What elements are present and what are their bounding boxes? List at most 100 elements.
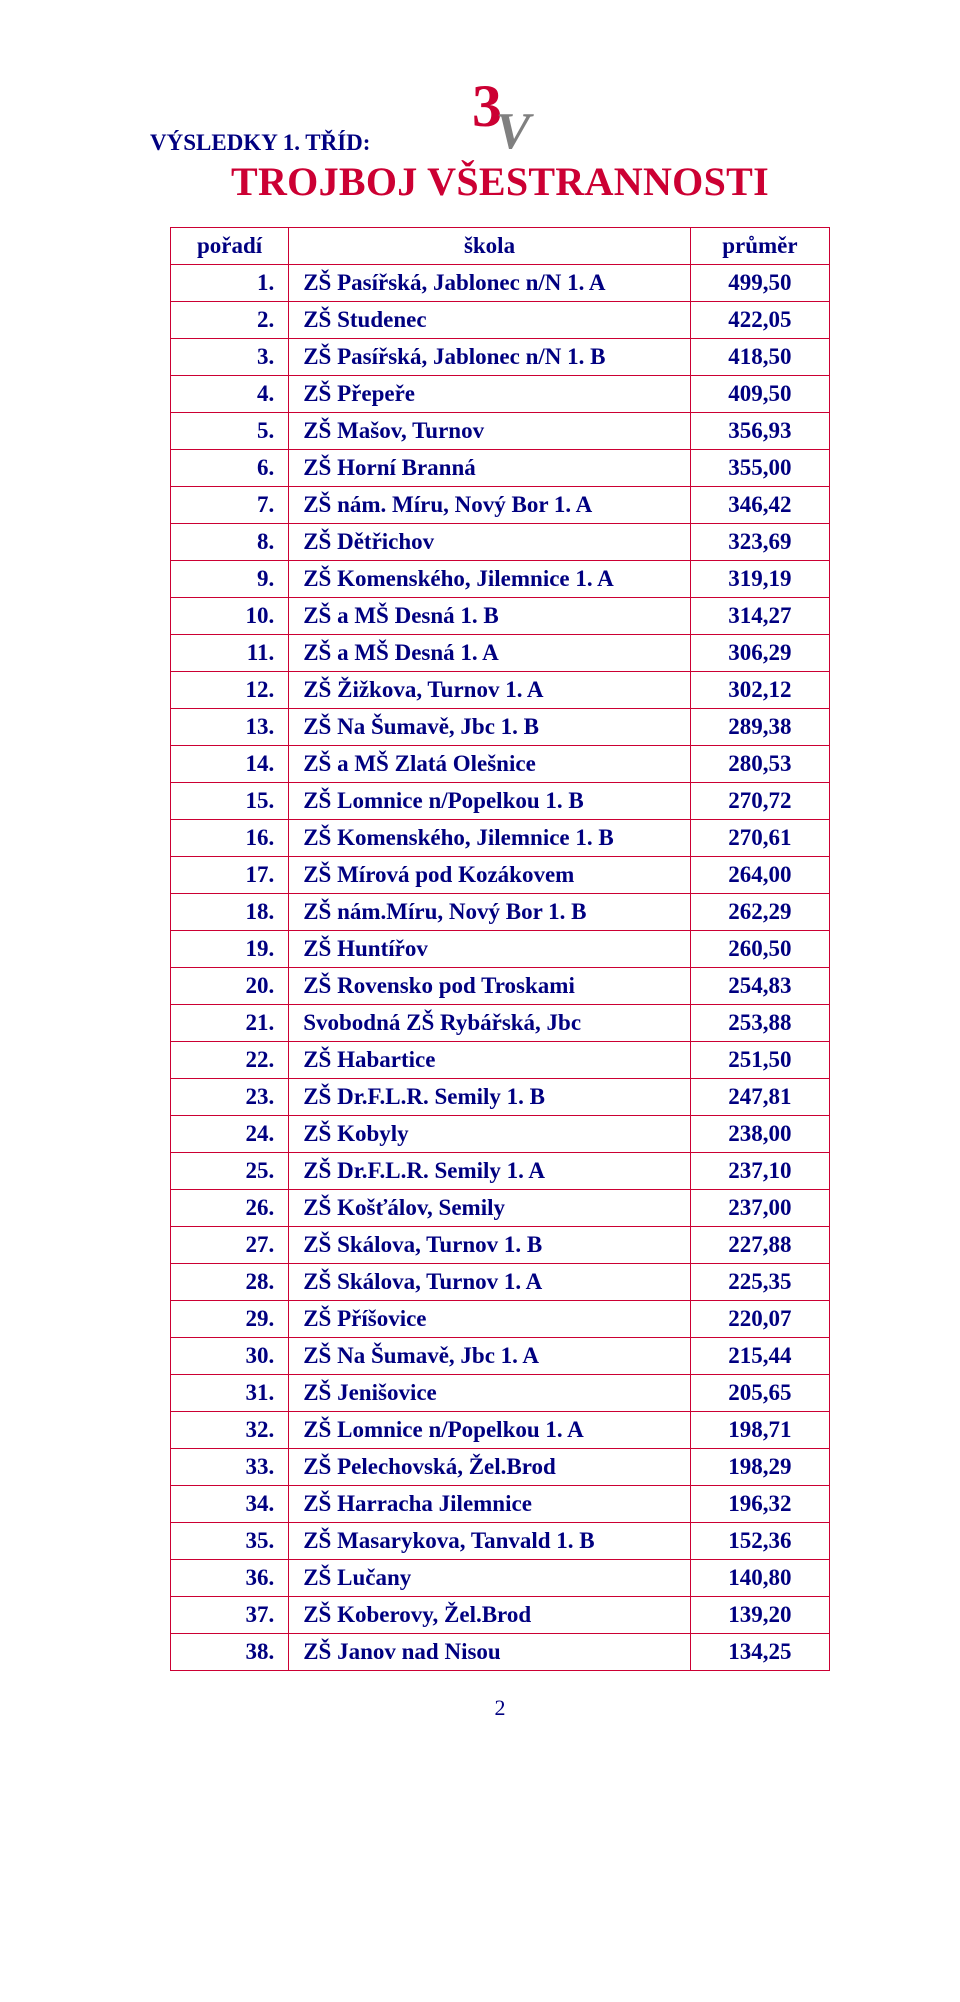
cell-rank: 15. [171, 783, 289, 820]
cell-avg: 499,50 [690, 265, 829, 302]
table-row: 16.ZŠ Komenského, Jilemnice 1. B270,61 [171, 820, 830, 857]
page-number: 2 [150, 1695, 850, 1721]
cell-rank: 38. [171, 1634, 289, 1671]
table-row: 12.ZŠ Žižkova, Turnov 1. A302,12 [171, 672, 830, 709]
cell-rank: 33. [171, 1449, 289, 1486]
cell-school: ZŠ Dr.F.L.R. Semily 1. B [289, 1079, 691, 1116]
cell-rank: 37. [171, 1597, 289, 1634]
table-row: 4.ZŠ Přepeře409,50 [171, 376, 830, 413]
cell-school: ZŠ Mašov, Turnov [289, 413, 691, 450]
cell-rank: 9. [171, 561, 289, 598]
cell-avg: 319,19 [690, 561, 829, 598]
cell-rank: 24. [171, 1116, 289, 1153]
col-header-avg: průměr [690, 228, 829, 265]
table-row: 10.ZŠ a MŠ Desná 1. B314,27 [171, 598, 830, 635]
cell-rank: 12. [171, 672, 289, 709]
table-row: 35.ZŠ Masarykova, Tanvald 1. B152,36 [171, 1523, 830, 1560]
cell-rank: 13. [171, 709, 289, 746]
cell-avg: 140,80 [690, 1560, 829, 1597]
cell-avg: 409,50 [690, 376, 829, 413]
cell-rank: 28. [171, 1264, 289, 1301]
cell-avg: 227,88 [690, 1227, 829, 1264]
table-row: 1.ZŠ Pasířská, Jablonec n/N 1. A499,50 [171, 265, 830, 302]
cell-school: ZŠ Lomnice n/Popelkou 1. A [289, 1412, 691, 1449]
cell-avg: 198,71 [690, 1412, 829, 1449]
cell-school: ZŠ nám.Míru, Nový Bor 1. B [289, 894, 691, 931]
cell-rank: 23. [171, 1079, 289, 1116]
cell-avg: 134,25 [690, 1634, 829, 1671]
table-row: 25.ZŠ Dr.F.L.R. Semily 1. A237,10 [171, 1153, 830, 1190]
cell-rank: 11. [171, 635, 289, 672]
cell-avg: 356,93 [690, 413, 829, 450]
cell-avg: 355,00 [690, 450, 829, 487]
cell-school: ZŠ Komenského, Jilemnice 1. B [289, 820, 691, 857]
cell-rank: 31. [171, 1375, 289, 1412]
cell-rank: 32. [171, 1412, 289, 1449]
cell-rank: 4. [171, 376, 289, 413]
col-header-rank: pořadí [171, 228, 289, 265]
cell-school: ZŠ Lomnice n/Popelkou 1. B [289, 783, 691, 820]
cell-rank: 30. [171, 1338, 289, 1375]
cell-rank: 19. [171, 931, 289, 968]
table-row: 33.ZŠ Pelechovská, Žel.Brod198,29 [171, 1449, 830, 1486]
page-title: TROJBOJ VŠESTRANNOSTI [150, 158, 850, 205]
cell-school: ZŠ Horní Branná [289, 450, 691, 487]
cell-rank: 2. [171, 302, 289, 339]
table-row: 5.ZŠ Mašov, Turnov356,93 [171, 413, 830, 450]
cell-avg: 289,38 [690, 709, 829, 746]
cell-school: ZŠ Jenišovice [289, 1375, 691, 1412]
table-row: 29.ZŠ Příšovice220,07 [171, 1301, 830, 1338]
cell-school: ZŠ Příšovice [289, 1301, 691, 1338]
cell-school: ZŠ Přepeře [289, 376, 691, 413]
cell-school: ZŠ Skálova, Turnov 1. A [289, 1264, 691, 1301]
table-row: 38.ZŠ Janov nad Nisou134,25 [171, 1634, 830, 1671]
cell-school: ZŠ Košťálov, Semily [289, 1190, 691, 1227]
cell-avg: 270,61 [690, 820, 829, 857]
cell-school: ZŠ Pasířská, Jablonec n/N 1. B [289, 339, 691, 376]
table-row: 23.ZŠ Dr.F.L.R. Semily 1. B247,81 [171, 1079, 830, 1116]
table-row: 15.ZŠ Lomnice n/Popelkou 1. B270,72 [171, 783, 830, 820]
cell-avg: 220,07 [690, 1301, 829, 1338]
table-row: 2.ZŠ Studenec422,05 [171, 302, 830, 339]
cell-school: ZŠ Janov nad Nisou [289, 1634, 691, 1671]
cell-rank: 36. [171, 1560, 289, 1597]
cell-avg: 270,72 [690, 783, 829, 820]
cell-school: ZŠ nám. Míru, Nový Bor 1. A [289, 487, 691, 524]
cell-school: ZŠ a MŠ Zlatá Olešnice [289, 746, 691, 783]
cell-school: ZŠ Dr.F.L.R. Semily 1. A [289, 1153, 691, 1190]
table-header-row: pořadí škola průměr [171, 228, 830, 265]
cell-rank: 8. [171, 524, 289, 561]
cell-school: ZŠ a MŠ Desná 1. B [289, 598, 691, 635]
cell-school: ZŠ Pasířská, Jablonec n/N 1. A [289, 265, 691, 302]
cell-school: ZŠ Harracha Jilemnice [289, 1486, 691, 1523]
cell-rank: 10. [171, 598, 289, 635]
cell-rank: 5. [171, 413, 289, 450]
cell-school: ZŠ Na Šumavě, Jbc 1. A [289, 1338, 691, 1375]
table-row: 9.ZŠ Komenského, Jilemnice 1. A319,19 [171, 561, 830, 598]
cell-rank: 34. [171, 1486, 289, 1523]
cell-avg: 225,35 [690, 1264, 829, 1301]
table-row: 17.ZŠ Mírová pod Kozákovem264,00 [171, 857, 830, 894]
table-row: 22.ZŠ Habartice251,50 [171, 1042, 830, 1079]
cell-avg: 251,50 [690, 1042, 829, 1079]
table-body: 1.ZŠ Pasířská, Jablonec n/N 1. A499,502.… [171, 265, 830, 1671]
cell-rank: 16. [171, 820, 289, 857]
table-row: 20.ZŠ Rovensko pod Troskami254,83 [171, 968, 830, 1005]
cell-avg: 314,27 [690, 598, 829, 635]
cell-rank: 22. [171, 1042, 289, 1079]
cell-school: ZŠ Žižkova, Turnov 1. A [289, 672, 691, 709]
table-row: 3.ZŠ Pasířská, Jablonec n/N 1. B418,50 [171, 339, 830, 376]
cell-school: ZŠ Huntířov [289, 931, 691, 968]
cell-school: ZŠ Skálova, Turnov 1. B [289, 1227, 691, 1264]
table-row: 11.ZŠ a MŠ Desná 1. A306,29 [171, 635, 830, 672]
table-row: 24.ZŠ Kobyly238,00 [171, 1116, 830, 1153]
cell-rank: 17. [171, 857, 289, 894]
cell-avg: 198,29 [690, 1449, 829, 1486]
cell-school: ZŠ Masarykova, Tanvald 1. B [289, 1523, 691, 1560]
cell-rank: 27. [171, 1227, 289, 1264]
cell-rank: 29. [171, 1301, 289, 1338]
cell-avg: 280,53 [690, 746, 829, 783]
cell-avg: 152,36 [690, 1523, 829, 1560]
cell-avg: 264,00 [690, 857, 829, 894]
table-row: 7.ZŠ nám. Míru, Nový Bor 1. A346,42 [171, 487, 830, 524]
